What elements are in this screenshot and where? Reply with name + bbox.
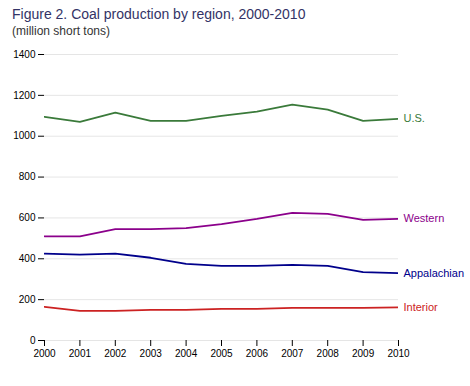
svg-text:1200: 1200 xyxy=(13,90,36,101)
svg-text:2008: 2008 xyxy=(317,348,340,359)
svg-text:1000: 1000 xyxy=(13,130,36,141)
html-text:Figure 2. Coal production by r: Figure 2. Coal production by region, 200… xyxy=(12,6,306,22)
svg-text:2005: 2005 xyxy=(210,348,233,359)
svg-text:2010: 2010 xyxy=(387,348,410,359)
svg-text:2000: 2000 xyxy=(33,348,56,359)
html-text:(million short tons): (million short tons) xyxy=(12,24,110,38)
svg-text:2007: 2007 xyxy=(281,348,304,359)
svg-text:Interior: Interior xyxy=(404,301,439,313)
svg-text:800: 800 xyxy=(19,171,36,182)
svg-text:2004: 2004 xyxy=(175,348,198,359)
svg-text:Western: Western xyxy=(404,212,445,224)
svg-text:2002: 2002 xyxy=(104,348,127,359)
svg-text:2003: 2003 xyxy=(140,348,163,359)
svg-text:400: 400 xyxy=(19,253,36,264)
svg-text:Appalachian: Appalachian xyxy=(404,267,465,279)
svg-text:U.S.: U.S. xyxy=(404,112,425,124)
svg-text:2006: 2006 xyxy=(246,348,269,359)
svg-text:2009: 2009 xyxy=(352,348,375,359)
svg-text:600: 600 xyxy=(19,212,36,223)
svg-text:2001: 2001 xyxy=(69,348,92,359)
svg-text:1400: 1400 xyxy=(13,49,36,60)
svg-text:0: 0 xyxy=(30,335,36,346)
svg-text:200: 200 xyxy=(19,294,36,305)
